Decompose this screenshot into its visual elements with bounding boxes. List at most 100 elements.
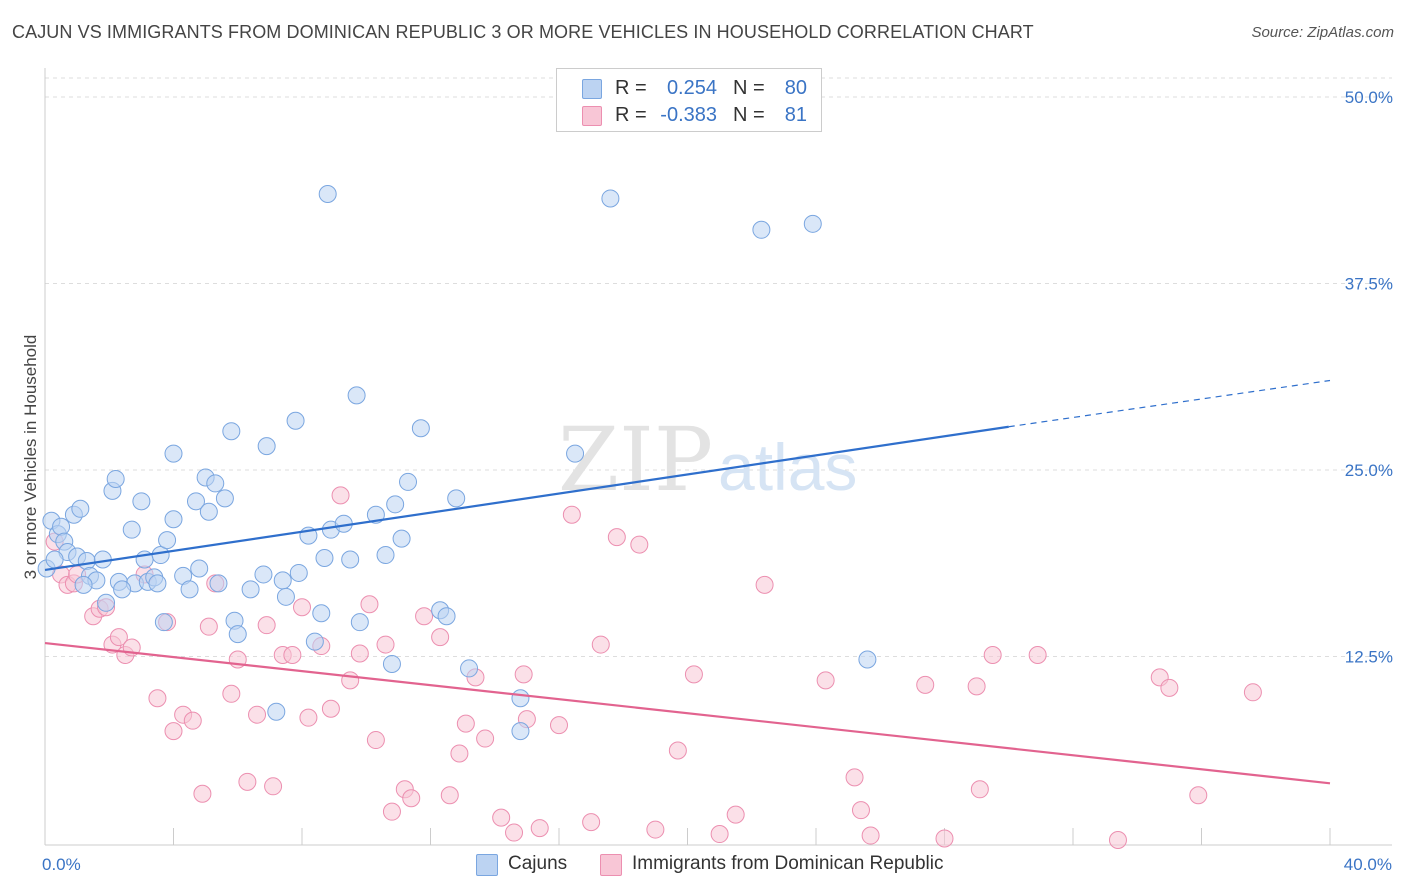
dominican-point bbox=[970, 780, 989, 799]
cajun-point bbox=[164, 510, 183, 529]
cajun-point bbox=[347, 386, 366, 405]
legend-row-cajuns: R = 0.254 N = 80 bbox=[557, 74, 821, 102]
trend-lines bbox=[44, 379, 1331, 785]
cajun-point bbox=[158, 531, 177, 550]
dominican-point bbox=[341, 671, 360, 690]
dominican-point bbox=[967, 677, 986, 696]
dominican-point bbox=[257, 616, 276, 635]
n-value: 80 bbox=[784, 77, 807, 99]
chart-title: CAJUN VS IMMIGRANTS FROM DOMINICAN REPUB… bbox=[12, 22, 1034, 42]
cajun-point bbox=[341, 550, 360, 569]
dominican-point bbox=[582, 813, 601, 832]
dominican-point bbox=[816, 671, 835, 690]
cajun-point bbox=[52, 517, 71, 536]
cajun-point bbox=[254, 565, 273, 584]
cajun-point bbox=[511, 689, 530, 708]
dominican-point bbox=[851, 801, 870, 820]
cajun-point bbox=[447, 489, 466, 508]
dominican-point bbox=[222, 684, 241, 703]
cajun-point bbox=[106, 469, 125, 488]
dominican-point bbox=[591, 635, 610, 654]
cajun-point bbox=[71, 499, 90, 518]
cajun-point bbox=[215, 489, 234, 508]
dominican-point bbox=[402, 789, 421, 808]
dominican-point bbox=[148, 689, 167, 708]
dominican-point bbox=[1160, 678, 1179, 697]
n-label: N = bbox=[733, 77, 765, 99]
dominican-point bbox=[331, 486, 350, 505]
n-value: 81 bbox=[784, 104, 807, 126]
dominican-point bbox=[264, 777, 283, 796]
cajun-point bbox=[601, 189, 620, 208]
dominican-point bbox=[183, 711, 202, 730]
cajun-point bbox=[460, 659, 479, 678]
dominican-point bbox=[530, 819, 549, 838]
y-tick-label: 50.0% bbox=[1345, 88, 1393, 107]
dominican-point bbox=[440, 786, 459, 805]
cajun-point bbox=[803, 214, 822, 233]
dominican-point bbox=[630, 535, 649, 554]
cajun-point bbox=[382, 654, 401, 673]
cajun-point bbox=[45, 550, 64, 569]
y-axis-label: 3 or more Vehicles in Household bbox=[21, 335, 40, 580]
cajun-point bbox=[399, 472, 418, 491]
legend-label-cajuns: Cajuns bbox=[508, 853, 568, 874]
cajun-point bbox=[392, 529, 411, 548]
dominican-point bbox=[415, 607, 434, 626]
dominican-point bbox=[238, 772, 257, 791]
cajun-point bbox=[511, 722, 530, 741]
dominican-point bbox=[376, 635, 395, 654]
dominican-swatch bbox=[582, 106, 602, 126]
dominican-point bbox=[283, 646, 302, 665]
dominican-point bbox=[684, 665, 703, 684]
r-label: R = bbox=[615, 104, 647, 126]
cajun-trend-line bbox=[44, 425, 1009, 572]
dominican-point bbox=[1028, 646, 1047, 665]
dominican-point bbox=[382, 802, 401, 821]
dominican-point bbox=[492, 808, 511, 827]
cajun-point bbox=[122, 520, 141, 539]
legend-stats: R = 0.254 N = 80 R = -0.383 N = 81 bbox=[556, 68, 822, 132]
y-tick-label: 25.0% bbox=[1345, 461, 1393, 480]
series-legend: Cajuns Immigrants from Dominican Republi… bbox=[0, 852, 1406, 878]
cajun-point bbox=[318, 184, 337, 203]
tick-labels: 12.5% 25.0% 37.5% 50.0% 0.0% 40.0% bbox=[42, 88, 1393, 874]
cajun-point bbox=[113, 580, 132, 599]
cajun-point bbox=[386, 495, 405, 514]
dominican-point bbox=[299, 708, 318, 727]
cajun-point bbox=[190, 559, 209, 578]
cajun-point bbox=[752, 220, 771, 239]
cajun-point bbox=[286, 411, 305, 430]
dominican-point bbox=[199, 617, 218, 636]
cajun-point bbox=[228, 625, 247, 644]
dominican-point bbox=[193, 784, 212, 803]
cajun-point bbox=[209, 574, 228, 593]
cajun-point bbox=[206, 474, 225, 493]
cajun-point bbox=[566, 444, 585, 463]
dominican-point bbox=[360, 595, 379, 614]
cajun-point bbox=[164, 444, 183, 463]
cajun-point bbox=[350, 613, 369, 632]
watermark-zip: ZIP bbox=[558, 408, 713, 511]
cajun-point bbox=[74, 575, 93, 594]
x-tick-label: 40.0% bbox=[1344, 855, 1392, 874]
legend-label-dominican: Immigrants from Dominican Republic bbox=[632, 853, 944, 874]
y-tick-label: 37.5% bbox=[1345, 275, 1393, 294]
r-value: 0.254 bbox=[666, 77, 717, 99]
source-label: Source: ZipAtlas.com bbox=[1251, 24, 1394, 41]
dominican-point bbox=[1189, 786, 1208, 805]
cajun-point bbox=[148, 574, 167, 593]
dominican-point bbox=[668, 741, 687, 760]
cajun-point bbox=[858, 650, 877, 669]
dominican-point bbox=[726, 805, 745, 824]
data-points bbox=[37, 184, 1262, 850]
legend-row-dominican: R = -0.383 N = 81 bbox=[557, 101, 821, 129]
cajun-point bbox=[77, 552, 96, 571]
dominican-point bbox=[755, 575, 774, 594]
r-label: R = bbox=[615, 77, 647, 99]
cajun-point bbox=[199, 502, 218, 521]
dominican-point bbox=[109, 628, 128, 647]
dominican-swatch bbox=[600, 854, 622, 876]
dominican-point bbox=[861, 826, 880, 845]
cajun-point bbox=[273, 571, 292, 590]
